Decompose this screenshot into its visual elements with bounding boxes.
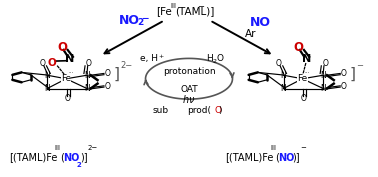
Text: Ar: Ar <box>245 29 256 39</box>
Text: ]: ] <box>350 67 356 82</box>
Text: )]: )] <box>80 153 87 162</box>
Text: III: III <box>55 145 61 151</box>
Text: −: − <box>356 61 364 70</box>
Text: −: − <box>141 14 149 23</box>
Text: N: N <box>65 54 74 64</box>
Text: O: O <box>64 94 70 103</box>
Text: 2−: 2− <box>87 145 98 151</box>
Text: [(TAML)Fe: [(TAML)Fe <box>9 153 58 162</box>
Text: (TAML)]: (TAML)] <box>175 7 214 16</box>
Text: e, H: e, H <box>140 54 158 63</box>
Text: NO: NO <box>63 153 79 162</box>
Text: O: O <box>322 59 328 68</box>
Text: 2: 2 <box>213 59 217 64</box>
Text: N: N <box>280 84 287 93</box>
Text: ): ) <box>218 106 222 115</box>
Text: OAT: OAT <box>180 85 198 94</box>
Text: +: + <box>159 54 164 59</box>
Text: N: N <box>84 71 90 80</box>
Text: O: O <box>294 41 304 54</box>
Text: O: O <box>217 54 224 63</box>
Text: $h\nu$: $h\nu$ <box>182 93 196 105</box>
Text: NO: NO <box>279 153 295 162</box>
Text: (: ( <box>276 153 279 162</box>
Text: prod(: prod( <box>187 106 211 115</box>
Text: NO: NO <box>249 16 271 29</box>
Text: H: H <box>206 54 213 63</box>
Text: protonation: protonation <box>163 67 215 76</box>
Text: N: N <box>280 71 287 80</box>
Text: III: III <box>270 145 276 151</box>
Text: III: III <box>170 3 176 9</box>
Text: O: O <box>105 69 111 78</box>
Text: 2: 2 <box>137 18 144 27</box>
Text: O: O <box>57 41 67 54</box>
Text: N: N <box>302 54 311 64</box>
Text: N: N <box>320 71 326 80</box>
Text: O: O <box>105 82 111 91</box>
Text: Fe: Fe <box>297 74 308 83</box>
Text: Fe: Fe <box>61 74 71 83</box>
Text: O: O <box>47 58 56 68</box>
Text: O: O <box>40 59 46 68</box>
Text: −: − <box>197 2 204 11</box>
Text: O: O <box>276 59 282 68</box>
Text: O: O <box>341 69 347 78</box>
Text: O: O <box>301 94 306 103</box>
Text: ]: ] <box>113 67 119 82</box>
Text: ···: ··· <box>304 70 310 75</box>
Text: O: O <box>341 82 347 91</box>
Text: [Fe: [Fe <box>156 7 172 16</box>
Text: sub: sub <box>153 106 169 115</box>
Text: O: O <box>214 106 222 115</box>
Text: N: N <box>44 71 50 80</box>
Text: 2: 2 <box>77 162 82 169</box>
Text: N: N <box>320 84 326 93</box>
Text: 2−: 2− <box>120 61 132 70</box>
Text: )]: )] <box>292 153 300 162</box>
Text: O: O <box>86 59 92 68</box>
Text: [(TAML)Fe: [(TAML)Fe <box>225 153 273 162</box>
Text: N: N <box>44 84 50 93</box>
Text: ···: ··· <box>68 70 73 75</box>
Text: N: N <box>84 84 90 93</box>
Text: NO: NO <box>119 14 140 27</box>
Text: (: ( <box>60 153 64 162</box>
Text: −: − <box>300 145 306 151</box>
